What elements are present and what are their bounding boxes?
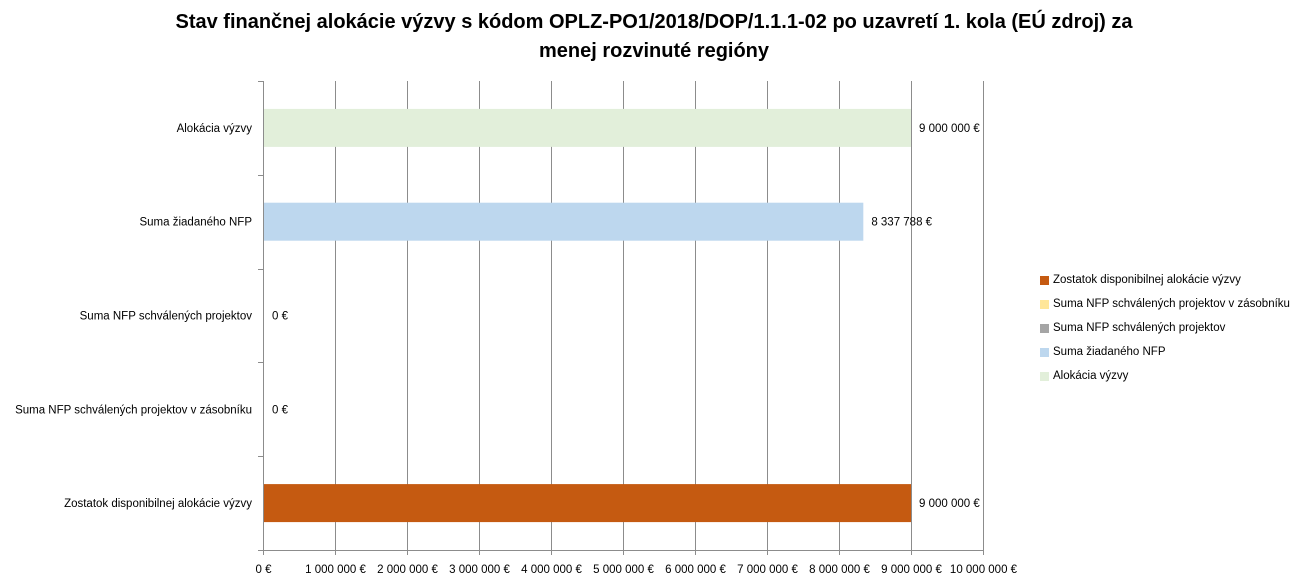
legend-swatch — [1040, 323, 1049, 333]
x-tick-label: 3 000 000 € — [449, 564, 510, 576]
bar — [264, 484, 911, 523]
category-label: Alokácia výzvy — [177, 123, 253, 135]
legend-label: Alokácia výzvy — [1053, 370, 1129, 382]
category-label: Suma NFP schválených projektov v zásobní… — [15, 404, 252, 416]
x-tick-label: 4 000 000 € — [521, 564, 582, 576]
x-tick-label: 8 000 000 € — [809, 564, 870, 576]
bar-value-label: 0 € — [272, 311, 289, 323]
chart-title-line-1: Stav finančnej alokácie výzvy s kódom OP… — [175, 11, 1133, 33]
legend-item: Suma žiadaného NFP — [1040, 340, 1290, 364]
legend-item: Zostatok disponibilnej alokácie výzvy — [1040, 268, 1290, 292]
x-tick-label: 1 000 000 € — [305, 564, 366, 576]
chart-title-line-2: menej rozvinuté regióny — [538, 40, 770, 62]
x-tick-label: 6 000 000 € — [665, 564, 726, 576]
bar — [264, 202, 864, 241]
bar-value-label: 8 337 788 € — [871, 217, 932, 229]
chart-title: Stav finančnej alokácie výzvy s kódom OP… — [0, 8, 1308, 66]
bar — [264, 108, 911, 147]
bar-value-label: 9 000 000 € — [919, 498, 980, 510]
legend-label: Suma žiadaného NFP — [1053, 346, 1166, 358]
bar-value-label: 0 € — [272, 404, 289, 416]
legend-item: Alokácia výzvy — [1040, 364, 1290, 388]
x-tick-label: 5 000 000 € — [593, 564, 654, 576]
legend-swatch — [1040, 275, 1049, 285]
chart-legend: Zostatok disponibilnej alokácie výzvy Sum… — [1040, 268, 1290, 388]
category-label: Suma NFP schválených projektov — [80, 311, 253, 323]
legend-item: Suma NFP schválených projektov v zásobní… — [1040, 292, 1290, 316]
x-tick-label: 9 000 000 € — [881, 564, 942, 576]
x-tick-label: 0 € — [256, 564, 273, 576]
bar-value-label: 9 000 000 € — [919, 123, 980, 135]
legend-swatch — [1040, 299, 1049, 309]
category-label: Suma žiadaného NFP — [139, 217, 252, 229]
legend-swatch — [1040, 347, 1049, 357]
legend-swatch — [1040, 371, 1049, 381]
legend-label: Suma NFP schválených projektov v zásobní… — [1053, 298, 1290, 310]
x-tick-label: 10 000 000 € — [950, 564, 1018, 576]
legend-label: Suma NFP schválených projektov — [1053, 322, 1226, 334]
category-label: Zostatok disponibilnej alokácie výzvy — [64, 498, 252, 510]
x-tick-label: 2 000 000 € — [377, 564, 438, 576]
legend-label: Zostatok disponibilnej alokácie výzvy — [1053, 274, 1241, 286]
legend-item: Suma NFP schválených projektov — [1040, 316, 1290, 340]
x-tick-label: 7 000 000 € — [737, 564, 798, 576]
